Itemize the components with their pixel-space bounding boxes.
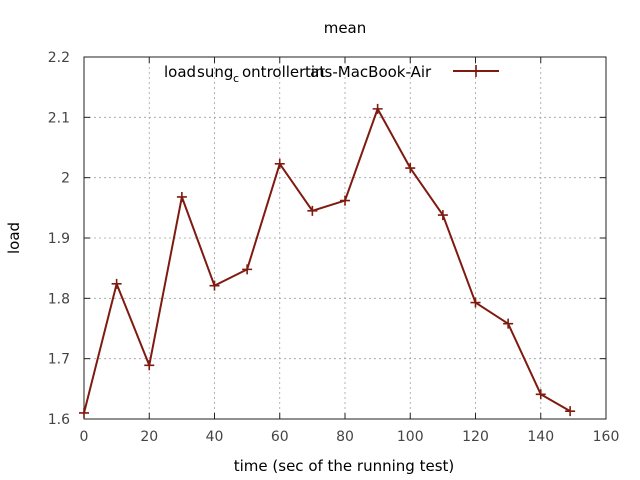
data-point bbox=[242, 264, 253, 275]
x-tick-label: 20 bbox=[140, 429, 158, 445]
axis-ticks: 0 20 40 60 80 100 120 140 160 1.6 1.7 1.8 1.9 2 2.1 2.2 bbox=[48, 50, 620, 445]
grid bbox=[83, 56, 607, 420]
series-layer bbox=[79, 103, 576, 418]
x-tick-label: 100 bbox=[397, 429, 424, 445]
data-point bbox=[437, 210, 448, 221]
legend-label-part-d: ontroller at bbox=[242, 63, 325, 81]
y-tick-label: 1.6 bbox=[48, 412, 70, 428]
x-tick-label: 80 bbox=[336, 429, 354, 445]
y-tick-label: 2 bbox=[61, 171, 70, 187]
data-point bbox=[565, 406, 576, 417]
x-tick-label: 0 bbox=[80, 429, 89, 445]
data-point bbox=[79, 407, 89, 418]
data-point bbox=[274, 158, 285, 169]
legend: load sung c ontroller at tins-MacBook-Ai… bbox=[164, 63, 499, 85]
x-tick-label: 40 bbox=[206, 429, 224, 445]
x-tick-label: 160 bbox=[593, 429, 620, 445]
data-point bbox=[111, 278, 122, 289]
x-axis-title: time (sec of the running test) bbox=[234, 457, 455, 475]
data-point bbox=[340, 195, 350, 206]
x-tick-label: 120 bbox=[462, 429, 489, 445]
legend-label-part-e: tins-MacBook-Air bbox=[305, 63, 432, 81]
legend-label-part-b: sung bbox=[197, 63, 233, 81]
legend-swatch-marker bbox=[470, 65, 482, 77]
data-point bbox=[503, 318, 514, 329]
data-point bbox=[307, 205, 318, 216]
series-line bbox=[83, 107, 571, 414]
chart-title: mean bbox=[324, 19, 367, 37]
data-point bbox=[470, 297, 481, 308]
y-tick-label: 1.9 bbox=[48, 231, 70, 247]
data-point bbox=[405, 163, 416, 174]
x-tick-label: 140 bbox=[527, 429, 554, 445]
data-point bbox=[209, 280, 220, 291]
y-tick-label: 1.7 bbox=[48, 352, 70, 368]
data-point bbox=[372, 103, 383, 114]
data-point bbox=[535, 389, 546, 400]
legend-label-subscript: c bbox=[233, 72, 239, 85]
y-tick-label: 2.2 bbox=[48, 50, 70, 66]
data-point bbox=[176, 191, 187, 202]
legend-label-part-a: load bbox=[164, 63, 196, 81]
y-tick-label: 1.8 bbox=[48, 291, 70, 307]
x-tick-label: 60 bbox=[271, 429, 289, 445]
y-tick-label: 2.1 bbox=[48, 110, 70, 126]
data-point bbox=[144, 360, 155, 371]
y-axis-title: load bbox=[5, 222, 23, 254]
